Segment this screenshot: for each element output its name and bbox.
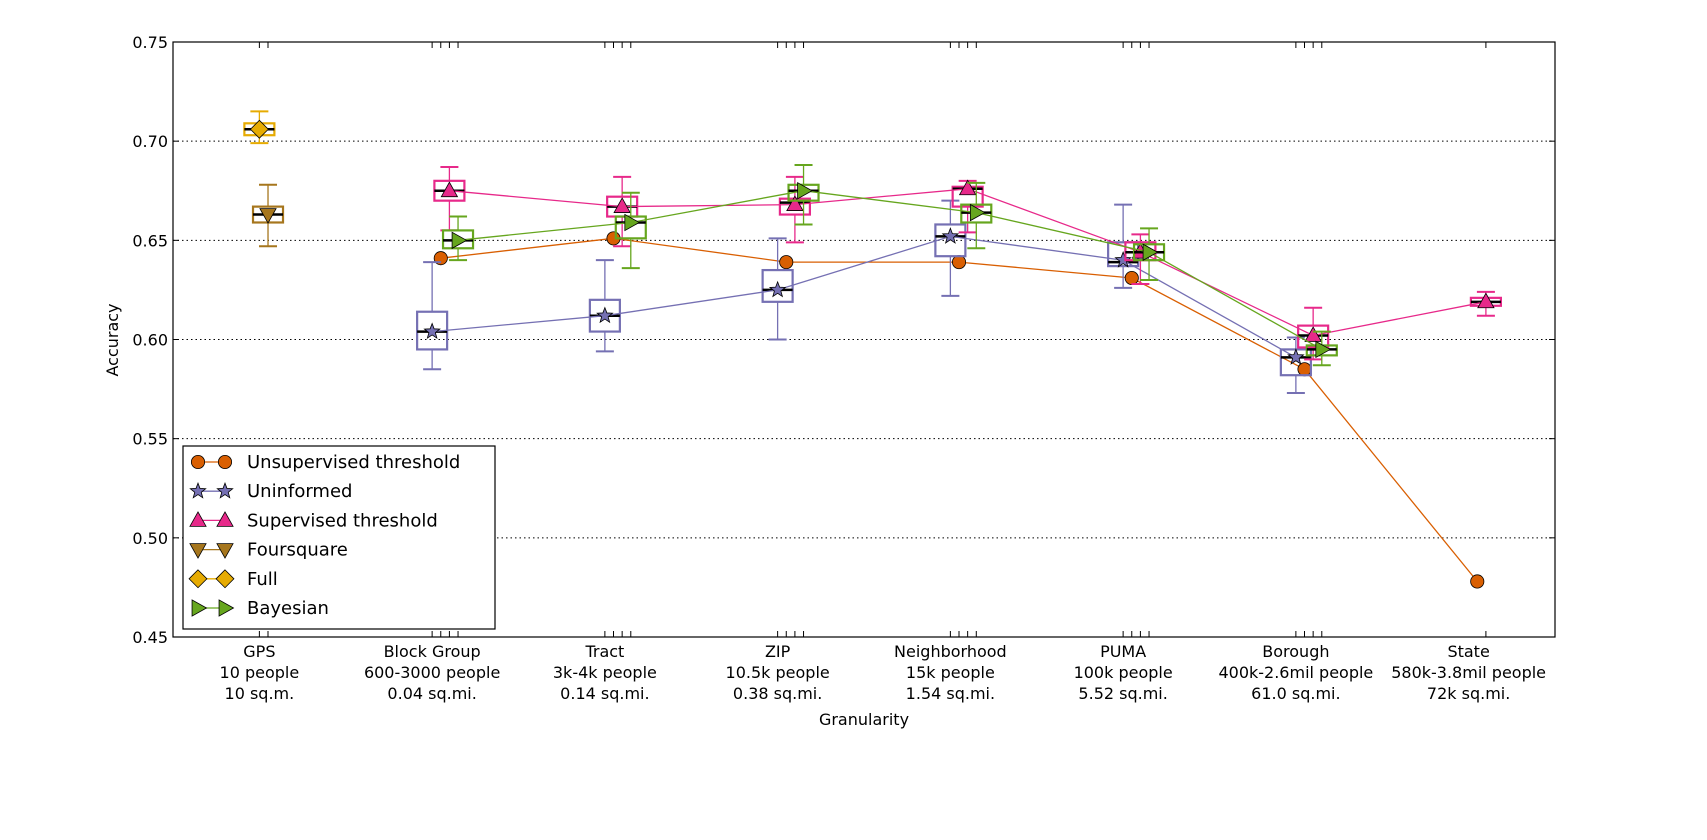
x-tick-label-name: Borough bbox=[1262, 642, 1329, 661]
x-tick-label-people: 10.5k people bbox=[726, 663, 830, 682]
x-tick-label-name: ZIP bbox=[765, 642, 791, 661]
legend-entry-foursquare: Foursquare bbox=[189, 540, 348, 561]
data-point-supervised-threshold bbox=[613, 197, 631, 213]
x-tick-label-area: 61.0 sq.mi. bbox=[1251, 684, 1340, 703]
data-point-uninformed bbox=[1114, 250, 1132, 268]
data-point-supervised-threshold bbox=[958, 179, 977, 196]
box-uninformed bbox=[934, 199, 967, 297]
x-tick-label-area: 5.52 sq.mi. bbox=[1078, 684, 1167, 703]
x-tick-label-people: 400k-2.6mil people bbox=[1218, 663, 1373, 682]
y-tick-label: 0.65 bbox=[132, 231, 168, 250]
legend-entry-uninformed: Uninformed bbox=[189, 481, 352, 502]
legend-frame bbox=[182, 445, 496, 630]
data-point-uninformed bbox=[941, 227, 960, 244]
legend-marker bbox=[191, 599, 208, 617]
legend-label: Full bbox=[247, 569, 278, 590]
data-point-bayesian bbox=[1142, 243, 1159, 261]
data-point-bayesian bbox=[624, 213, 641, 232]
data-point-bayesian bbox=[451, 231, 468, 250]
series-foursquare bbox=[251, 183, 285, 248]
x-tick-label-name: Tract bbox=[584, 642, 624, 661]
data-point-uninformed bbox=[423, 322, 441, 340]
legend-entry-full: Full bbox=[188, 569, 278, 590]
data-point-uninformed bbox=[768, 280, 787, 298]
box-foursquare bbox=[251, 183, 285, 248]
series-line-uninformed bbox=[432, 235, 1297, 358]
legend-marker bbox=[218, 599, 235, 617]
data-point-uninformed bbox=[1287, 348, 1305, 365]
series-full bbox=[243, 110, 276, 145]
legend-label: Unsupervised threshold bbox=[247, 452, 460, 473]
x-tick-label-name: Neighborhood bbox=[894, 642, 1007, 661]
y-axis-label: Accuracy bbox=[103, 303, 122, 376]
data-point-unsupervised-threshold bbox=[779, 255, 794, 270]
legend-marker bbox=[216, 511, 234, 527]
series-bayesian bbox=[441, 163, 1338, 367]
data-point-supervised-threshold bbox=[440, 181, 459, 198]
box-body bbox=[761, 268, 794, 303]
data-point-full bbox=[249, 119, 269, 139]
legend-entry-supervised-threshold: Supervised threshold bbox=[189, 510, 438, 531]
x-tick-label-area: 72k sq.mi. bbox=[1427, 684, 1510, 703]
box-body bbox=[934, 223, 967, 258]
legend-marker bbox=[188, 569, 208, 589]
legend-label: Uninformed bbox=[247, 481, 352, 502]
y-tick-label: 0.55 bbox=[132, 430, 168, 449]
legend-marker bbox=[189, 511, 207, 527]
legend-marker bbox=[216, 481, 234, 499]
data-point-supervised-threshold bbox=[786, 195, 804, 211]
data-point-bayesian bbox=[797, 181, 813, 200]
data-point-bayesian bbox=[969, 203, 986, 222]
series-layer bbox=[243, 110, 1503, 589]
x-tick-label-people: 10 people bbox=[220, 663, 300, 682]
legend-label: Bayesian bbox=[247, 598, 329, 619]
data-point-unsupervised-threshold bbox=[951, 255, 967, 270]
y-tick-label: 0.70 bbox=[132, 132, 168, 151]
data-point-bayesian bbox=[1315, 340, 1332, 359]
ticks-layer: 0.45 0.50 0.55 0.60 0.65 0.70 0.75 GPS 10 people… bbox=[132, 33, 1555, 703]
legend-label: Foursquare bbox=[247, 540, 348, 561]
legend-entry-unsupervised-threshold: Unsupervised threshold bbox=[190, 452, 460, 473]
x-tick-label-name: Block Group bbox=[384, 642, 481, 661]
data-point-unsupervised-threshold bbox=[1297, 362, 1312, 377]
y-tick-label: 0.45 bbox=[132, 628, 168, 647]
legend-marker bbox=[216, 543, 234, 559]
x-tick-label-people: 580k-3.8mil people bbox=[1391, 663, 1546, 682]
y-tick-label: 0.50 bbox=[132, 529, 168, 548]
data-point-uninformed bbox=[596, 306, 614, 324]
x-tick-label-name: GPS bbox=[243, 642, 275, 661]
x-tick-label-people: 600-3000 people bbox=[364, 663, 500, 682]
data-point-foursquare bbox=[259, 208, 277, 224]
x-tick-label-area: 10 sq.m. bbox=[225, 684, 295, 703]
legend-marker bbox=[190, 454, 206, 470]
legend-marker bbox=[189, 481, 207, 499]
series-supervised-threshold bbox=[433, 165, 1503, 361]
x-tick-label-people: 3k-4k people bbox=[553, 663, 657, 682]
x-tick-label-name: PUMA bbox=[1100, 642, 1146, 661]
x-axis-label: Granularity bbox=[819, 710, 909, 729]
x-tick-label-area: 0.38 sq.mi. bbox=[733, 684, 822, 703]
x-tick-label-area: 1.54 sq.mi. bbox=[906, 684, 995, 703]
series-uninformed bbox=[416, 199, 1312, 395]
legend-marker bbox=[215, 569, 235, 589]
legend-label: Supervised threshold bbox=[247, 510, 438, 531]
y-tick-label: 0.60 bbox=[132, 331, 168, 350]
x-tick-label-people: 100k people bbox=[1074, 663, 1173, 682]
legend-marker bbox=[217, 454, 233, 470]
data-point-supervised-threshold bbox=[1477, 292, 1495, 309]
x-tick-label-people: 15k people bbox=[906, 663, 995, 682]
series-line-bayesian bbox=[457, 190, 1323, 350]
x-tick-label-name: State bbox=[1447, 642, 1489, 661]
x-tick-label-area: 0.04 sq.mi. bbox=[387, 684, 476, 703]
x-tick-label-area: 0.14 sq.mi. bbox=[560, 684, 649, 703]
legend: Unsupervised threshold Uninformed Supervis… bbox=[182, 445, 496, 630]
box-body bbox=[614, 215, 647, 240]
legend-entry-bayesian: Bayesian bbox=[191, 598, 329, 619]
y-tick-label: 0.75 bbox=[132, 33, 168, 52]
legend-marker bbox=[189, 543, 207, 559]
data-point-supervised-threshold bbox=[1304, 326, 1322, 342]
data-point-unsupervised-threshold bbox=[1124, 270, 1139, 286]
data-point-unsupervised-threshold bbox=[1470, 574, 1485, 589]
